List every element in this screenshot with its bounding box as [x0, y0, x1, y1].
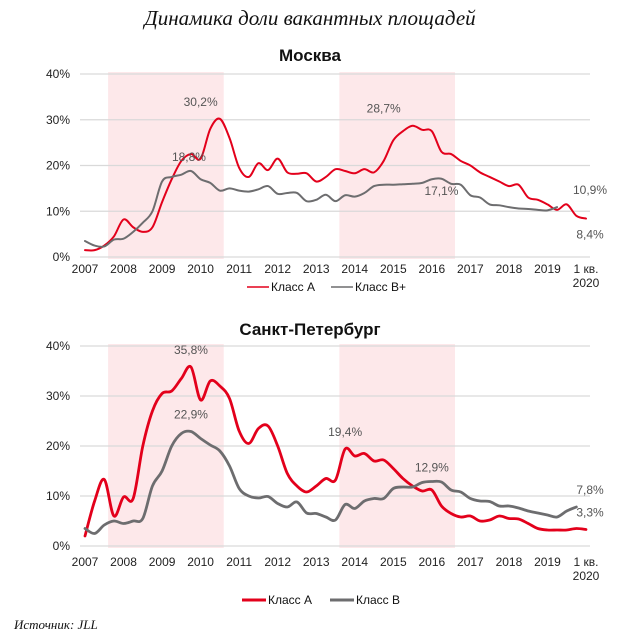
chart-spb: Санкт-Петербург 0% 10% 20% 30% 40% 2007 2008 200… — [46, 320, 604, 607]
y-tick-label: 0% — [53, 250, 71, 264]
x-tick-line: 2020 — [573, 276, 600, 290]
y-tick-label: 0% — [53, 539, 71, 553]
x-tick-label: 2013 — [303, 262, 330, 276]
data-label: 19,4% — [328, 425, 362, 439]
x-tick-line: 1 кв. — [574, 555, 599, 569]
x-tick-label: 2014 — [341, 262, 368, 276]
legend-label: Класс A — [268, 593, 312, 607]
x-tick-label: 2016 — [418, 262, 445, 276]
x-tick-label: 2010 — [187, 555, 214, 569]
x-tick-label: 1 кв. 2020 — [573, 555, 600, 583]
series-line-class-b — [84, 169, 559, 248]
x-tick-label: 2007 — [72, 555, 99, 569]
x-tick-label: 2008 — [110, 555, 137, 569]
series-line-class-a — [83, 364, 588, 538]
legend-label: Класс A — [271, 280, 315, 294]
x-tick-label: 2014 — [341, 555, 368, 569]
x-tick-label: 2012 — [264, 555, 291, 569]
x-tick-label: 1 кв. 2020 — [573, 262, 600, 290]
x-tick-label: 2011 — [226, 262, 252, 276]
x-tick-label: 2009 — [149, 262, 176, 276]
x-tick-label: 2011 — [226, 555, 252, 569]
y-tick-label: 20% — [46, 439, 70, 453]
chart-title: Москва — [279, 46, 342, 65]
data-label: 22,9% — [174, 408, 208, 422]
y-tick-label: 30% — [46, 113, 70, 127]
data-label: 35,8% — [174, 343, 208, 357]
data-label: 10,9% — [573, 183, 607, 197]
x-tick-label: 2008 — [110, 262, 137, 276]
y-tick-label: 30% — [46, 389, 70, 403]
legend-label: Класс B — [356, 593, 400, 607]
x-tick-line: 2020 — [573, 569, 600, 583]
data-label: 8,4% — [576, 228, 604, 242]
x-tick-label: 2015 — [380, 555, 407, 569]
x-tick-label: 2013 — [303, 555, 330, 569]
source-note: Источник: JLL — [14, 617, 98, 632]
x-tick-label: 2012 — [264, 262, 291, 276]
x-tick-label: 2018 — [496, 555, 523, 569]
y-tick-label: 20% — [46, 159, 70, 173]
data-label: 3,3% — [576, 506, 604, 520]
y-tick-label: 10% — [46, 489, 70, 503]
chart-moscow: Москва 0% 10% 20% 30% 40% 2007 2008 2009 2010 2011… — [46, 46, 607, 294]
x-tick-label: 2017 — [457, 262, 484, 276]
data-label: 18,8% — [172, 150, 206, 164]
y-tick-label: 10% — [46, 204, 70, 218]
x-tick-label: 2009 — [149, 555, 176, 569]
x-tick-label: 2016 — [418, 555, 445, 569]
series-line-class-a — [84, 117, 587, 252]
chart-title: Санкт-Петербург — [239, 320, 380, 339]
x-tick-label: 2019 — [534, 555, 561, 569]
legend-label: Класс B+ — [355, 280, 406, 294]
y-tick-label: 40% — [46, 67, 70, 81]
y-tick-label: 40% — [46, 339, 70, 353]
x-tick-label: 2007 — [72, 262, 99, 276]
data-label: 12,9% — [415, 461, 449, 475]
data-label: 17,1% — [424, 184, 458, 198]
x-tick-label: 2017 — [457, 555, 484, 569]
series-line-class-b — [83, 429, 578, 535]
x-tick-label: 2018 — [496, 262, 523, 276]
data-label: 30,2% — [184, 95, 218, 109]
x-tick-label: 2019 — [534, 262, 561, 276]
data-label: 28,7% — [367, 102, 401, 116]
x-tick-label: 2015 — [380, 262, 407, 276]
main-title: Динамика доли вакантных площадей — [144, 6, 476, 30]
data-label: 7,8% — [576, 483, 604, 497]
x-tick-label: 2010 — [187, 262, 214, 276]
x-tick-line: 1 кв. — [574, 262, 599, 276]
